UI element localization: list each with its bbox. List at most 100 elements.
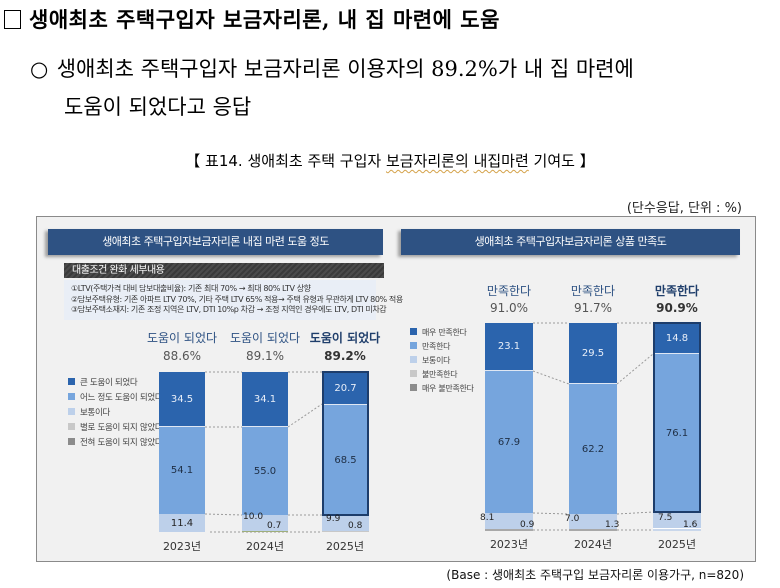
legend-label: 만족한다 — [422, 342, 451, 351]
circle-bullet-icon: ○ — [30, 57, 49, 81]
caption-spellcheck-word: 보금자리론의 — [385, 152, 469, 170]
right-top-label-2023: 만족한다 — [486, 284, 532, 298]
legend-item: 어느 정도 도움이 되었다 — [68, 391, 163, 406]
bar-segment: 20.7 — [322, 372, 369, 405]
bar-segment — [242, 515, 288, 531]
legend-item: 매우 만족한다 — [410, 326, 474, 340]
bar-segment — [569, 529, 617, 531]
caption-spellcheck-word: 내집마련 — [473, 152, 529, 170]
bar-segment — [322, 515, 369, 531]
left-x-label-2025: 2025년 — [325, 540, 365, 553]
bar-segment: 14.8 — [653, 323, 701, 354]
bar-segment — [485, 529, 533, 531]
bar-segment: 68.5 — [322, 405, 369, 515]
left-bar-2023: 34.5 54.1 11.4 — [159, 372, 205, 532]
right-2025-v4-label: 1.6 — [683, 520, 698, 530]
summary-line-2: 도움이 되었다고 응답 — [64, 95, 252, 119]
condition-item: ③담보주택소재지: 기존 조정 지역은 LTV, DTI 10%p 차감 → 조… — [71, 305, 387, 314]
summary-bullet: ○ 생애최초 주택구입자 보금자리론 이용자의 89.2%가 내 집 마련에 — [30, 50, 634, 88]
right-top-pct-2023: 91.0% — [489, 301, 529, 315]
legend-item: 만족한다 — [410, 340, 474, 354]
left-bar-2025: 20.7 68.5 — [322, 372, 369, 532]
legend-swatch — [68, 393, 75, 400]
left-chart-header: 생애최초 주택구입자보금자리론 내집 마련 도움 정도 — [48, 229, 383, 255]
left-top-label-2023: 도움이 되었다 — [146, 331, 218, 345]
legend-label: 보통이다 — [422, 356, 451, 365]
right-bar-2023: 23.1 67.9 — [485, 323, 533, 531]
legend-swatch — [68, 438, 75, 445]
left-x-label-2024: 2024년 — [245, 540, 285, 553]
left-top-pct-2024: 89.1% — [245, 349, 285, 363]
bar-segment — [485, 513, 533, 529]
bar-segment: 54.1 — [159, 427, 205, 514]
right-bar-2025: 14.8 76.1 — [653, 323, 701, 531]
legend-swatch — [410, 370, 417, 377]
legend-item: 전혀 도움이 되지 않았다 — [68, 436, 163, 451]
bar-segment: 34.1 — [242, 372, 288, 427]
square-outline-icon — [4, 10, 21, 29]
bar-segment: 62.2 — [569, 384, 617, 514]
condition-item: ①LTV(주택가격 대비 담보대출비율): 기존 최대 70% → 최대 80%… — [71, 284, 311, 293]
right-2023-v4-label: 0.9 — [520, 520, 535, 530]
legend-label: 불만족한다 — [422, 370, 458, 379]
left-top-label-2024: 도움이 되었다 — [229, 331, 301, 345]
legend-item: 불만족한다 — [410, 368, 474, 382]
bar-segment: 34.5 — [159, 372, 205, 427]
right-x-label-2024: 2024년 — [573, 538, 613, 551]
legend-swatch — [68, 423, 75, 430]
legend-swatch — [410, 328, 417, 335]
legend-item: 큰 도움이 되었다 — [68, 376, 162, 391]
legend-item: 매우 불만족한다 — [410, 382, 474, 396]
bar-segment — [242, 531, 288, 532]
right-top-label-2025: 만족한다 — [654, 284, 700, 298]
table-caption: 【 표14. 생애최초 주택 구입자 보금자리론의 내집마련 기여도 】 — [0, 150, 780, 171]
bar-segment: 23.1 — [485, 323, 533, 371]
caption-part: 【 표14. 생애최초 주택 구입자 — [185, 152, 386, 170]
bar-segment: 55.0 — [242, 427, 288, 515]
legend-swatch — [68, 378, 75, 385]
unit-note: (단수응답, 단위 : %) — [626, 201, 742, 216]
right-2023-v3-label: 8.1 — [480, 513, 495, 523]
left-2024-v4-label: 0.7 — [267, 521, 282, 531]
left-legend: 큰 도움이 되었다 어느 정도 도움이 되었다 보통이다 별로 도움이 되지 않… — [68, 376, 163, 451]
conditions-list: ①LTV(주택가격 대비 담보대출비율): 기존 최대 70% → 최대 80%… — [64, 280, 403, 320]
section-heading-text: 생애최초 주택구입자 보금자리론, 내 집 마련에 도움 — [29, 7, 500, 32]
left-top-label-2025: 도움이 되었다 — [309, 331, 381, 345]
legend-label: 보통이다 — [80, 408, 111, 418]
section-heading: 생애최초 주택구입자 보금자리론, 내 집 마련에 도움 — [4, 4, 500, 34]
right-chart-header: 생애최초 주택구입자보금자리론 상품 만족도 — [401, 229, 740, 255]
legend-swatch — [410, 384, 417, 391]
base-note: (Base : 생애최초 주택구입 보금자리론 이용가구, n=820) — [446, 568, 744, 582]
right-top-pct-2024: 91.7% — [573, 301, 613, 315]
right-x-label-2025: 2025년 — [657, 538, 697, 551]
conditions-title: 대출조건 완화 세부내용 — [64, 263, 384, 278]
caption-part: 기여도 】 — [528, 152, 595, 170]
left-top-pct-2023: 88.6% — [162, 349, 202, 363]
right-bar-2024: 29.5 62.2 — [569, 323, 617, 531]
bar-segment — [569, 514, 617, 529]
legend-label: 매우 만족한다 — [422, 328, 467, 337]
legend-item: 별로 도움이 되지 않았다 — [68, 421, 163, 436]
left-2025-v4-label: 0.8 — [348, 521, 363, 531]
summary-line-1: 생애최초 주택구입자 보금자리론 이용자의 89.2%가 내 집 마련에 — [56, 57, 634, 81]
legend-item: 보통이다 — [410, 354, 474, 368]
left-x-label-2023: 2023년 — [162, 540, 202, 553]
legend-label: 별로 도움이 되지 않았다 — [80, 423, 163, 433]
right-2025-v3-label: 7.5 — [658, 513, 673, 523]
legend-label: 어느 정도 도움이 되었다 — [80, 393, 163, 403]
legend-label: 전혀 도움이 되지 않았다 — [80, 438, 163, 448]
legend-swatch — [68, 408, 75, 415]
right-top-pct-2025: 90.9% — [656, 301, 698, 315]
right-2024-v3-label: 7.0 — [565, 514, 580, 524]
bar-segment — [653, 512, 701, 528]
right-x-label-2023: 2023년 — [489, 538, 529, 551]
bar-segment — [653, 528, 701, 531]
legend-item: 보통이다 — [68, 406, 162, 421]
left-2025-v3-label: 9.9 — [326, 514, 341, 524]
legend-label: 매우 불만족한다 — [422, 384, 474, 393]
legend-swatch — [410, 342, 417, 349]
right-legend: 매우 만족한다 만족한다 보통이다 불만족한다 매우 불만족한다 — [410, 326, 474, 396]
bar-segment — [322, 531, 369, 532]
left-top-pct-2025: 89.2% — [324, 349, 366, 363]
